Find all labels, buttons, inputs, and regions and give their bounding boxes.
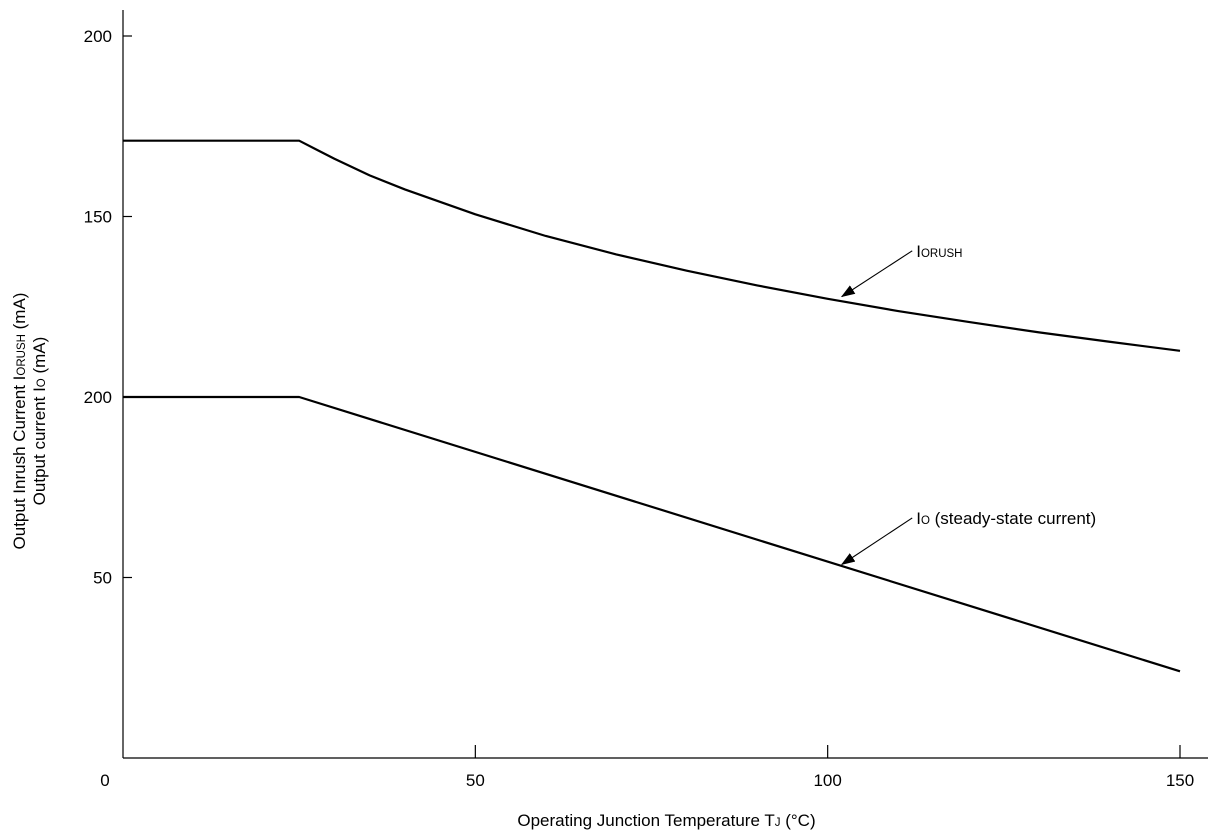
x-axis-title: Operating Junction Temperature TJ (°C)	[517, 811, 815, 830]
y-tick-label: 200	[84, 388, 112, 407]
annotation-arrow-iorush	[840, 250, 913, 298]
x-tick-label: 150	[1166, 771, 1194, 790]
series-layer	[123, 139, 1181, 673]
x-tick-label: 0	[100, 771, 109, 790]
annotation-layer: IORUSH IO (steady-state current)	[840, 242, 1096, 566]
x-tick-label: 100	[813, 771, 841, 790]
label-layer: Operating Junction Temperature TJ (°C) Ou…	[10, 293, 816, 830]
annotation-label-io: IO (steady-state current)	[916, 509, 1096, 528]
x-tick-label: 50	[466, 771, 485, 790]
axes: 50 200 150 200 0 50 100 150	[84, 10, 1208, 790]
y-axis-title-1: Output Inrush Current IORUSH (mA)	[10, 293, 29, 550]
series-line-iorush	[123, 139, 1181, 352]
y-tick-label: 50	[93, 569, 112, 588]
y-tick-label: 150	[84, 208, 112, 227]
y-tick-label: 200	[84, 27, 112, 46]
annotation-arrow-io	[840, 517, 913, 566]
y-axis-title-2: Output current IO (mA)	[30, 337, 49, 506]
series-line-io	[123, 395, 1181, 673]
annotation-label-iorush: IORUSH	[916, 242, 962, 261]
